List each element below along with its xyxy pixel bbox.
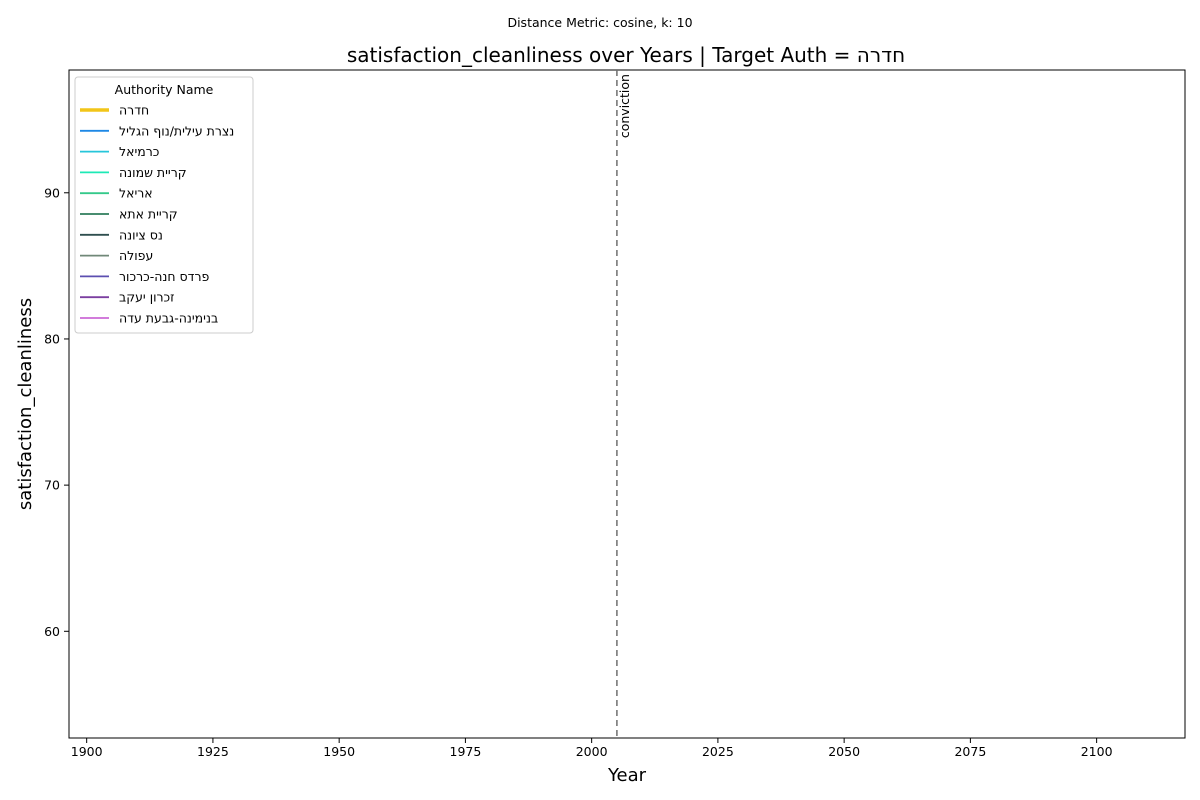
legend-label: פרדס חנה-כרכור: [119, 269, 210, 284]
y-tick-label: 70: [44, 478, 60, 493]
legend-label: נס ציונה: [119, 227, 163, 242]
x-tick-label: 2100: [1081, 744, 1113, 759]
legend-entries: חדרה נצרת עילית/נוף הגליל כרמיאל קריית שמונ…: [80, 103, 234, 326]
y-tick-label: 80: [44, 331, 60, 346]
legend-label: בנימינה-גבעת עדה: [119, 311, 218, 326]
x-tick-label: 2000: [576, 744, 608, 759]
legend-box: [74, 76, 254, 334]
plot-area: [68, 69, 1186, 739]
x-tick-label: 2025: [702, 744, 734, 759]
y-axis-label: satisfaction_cleanliness: [15, 298, 36, 510]
x-tick-label: 1925: [197, 744, 229, 759]
annotation-layer: conviction: [616, 70, 632, 738]
x-tick-label: 1950: [323, 744, 355, 759]
conviction-label: conviction: [617, 74, 632, 138]
y-tick-label: 90: [44, 185, 60, 200]
y-tick-label: 60: [44, 624, 60, 639]
chart-title: satisfaction_cleanliness over Years | Ta…: [347, 43, 905, 67]
x-axis-label: Year: [607, 765, 647, 786]
legend-label: אריאל: [119, 186, 153, 201]
legend: Authority Name חדרה נצרת עילית/נוף הגליל כ…: [74, 76, 254, 334]
legend-label: זכרון יעקב: [119, 290, 175, 305]
x-tick-label: 1975: [450, 744, 482, 759]
legend-label: חדרה: [119, 103, 149, 118]
legend-title: Authority Name: [115, 82, 214, 97]
legend-label: קריית שמונה: [119, 165, 187, 180]
legend-label: קריית אתא: [119, 207, 178, 222]
chart-subtitle: Distance Metric: cosine, k: 10: [507, 15, 692, 30]
legend-label: כרמיאל: [119, 144, 159, 159]
ticks-layer: 1900 1925 1950 1975 2000 2025 2050 2075 2100 60 70…: [44, 185, 1112, 759]
x-tick-label: 2050: [828, 744, 860, 759]
legend-label: נצרת עילית/נוף הגליל: [119, 123, 234, 138]
x-tick-label: 1900: [71, 744, 103, 759]
legend-label: עפולה: [119, 248, 153, 263]
x-tick-label: 2075: [954, 744, 986, 759]
